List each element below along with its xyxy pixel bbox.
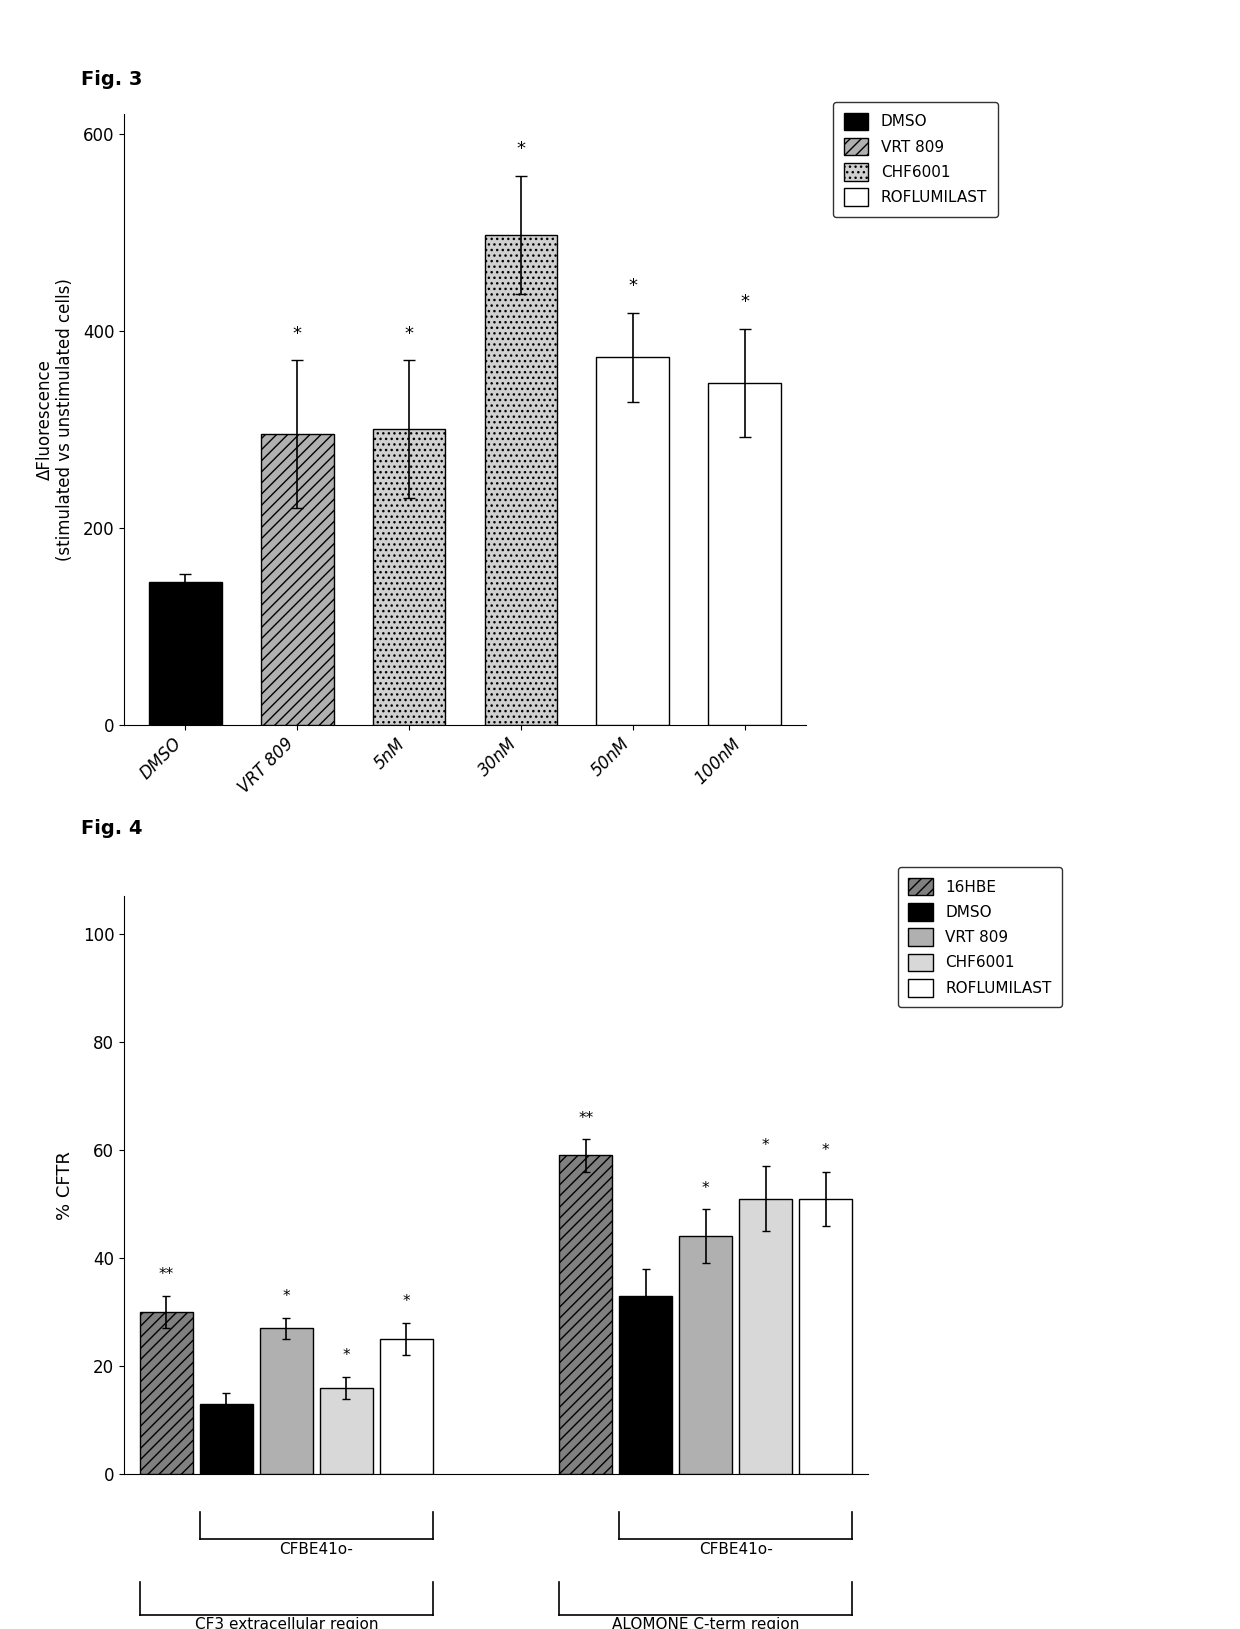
Bar <box>140 1311 193 1474</box>
Bar <box>619 1297 672 1474</box>
Bar <box>799 1199 852 1474</box>
Text: *: * <box>702 1181 709 1196</box>
Text: *: * <box>293 324 301 342</box>
Text: CFBE41o-: CFBE41o- <box>698 1541 773 1557</box>
Text: *: * <box>342 1349 350 1363</box>
Y-axis label: % CFTR: % CFTR <box>56 1150 74 1220</box>
Text: *: * <box>822 1144 830 1158</box>
Bar <box>373 430 445 725</box>
Bar <box>559 1155 613 1474</box>
Bar <box>708 383 781 725</box>
Text: *: * <box>404 324 414 342</box>
Text: **: ** <box>159 1267 174 1282</box>
Bar <box>259 1328 312 1474</box>
Text: *: * <box>516 140 526 158</box>
Text: *: * <box>740 293 749 311</box>
Y-axis label: ΔFluorescence
(stimulated vs unstimulated cells): ΔFluorescence (stimulated vs unstimulate… <box>36 279 74 560</box>
Bar <box>260 435 334 725</box>
Text: CFBE41o-: CFBE41o- <box>279 1541 353 1557</box>
Text: *: * <box>629 277 637 295</box>
Text: *: * <box>402 1295 410 1310</box>
Bar <box>680 1236 733 1474</box>
Bar <box>379 1339 433 1474</box>
Bar <box>200 1404 253 1474</box>
Legend: 16HBE, DMSO, VRT 809, CHF6001, ROFLUMILAST: 16HBE, DMSO, VRT 809, CHF6001, ROFLUMILA… <box>898 867 1063 1007</box>
Text: *: * <box>761 1137 770 1153</box>
Text: **: ** <box>578 1111 594 1126</box>
Text: Fig. 4: Fig. 4 <box>81 819 143 839</box>
Text: ALOMONE C-term region: ALOMONE C-term region <box>613 1618 800 1629</box>
Bar <box>596 357 670 725</box>
Text: Fig. 3: Fig. 3 <box>81 70 141 90</box>
Bar <box>485 235 557 725</box>
Text: CF3 extracellular region: CF3 extracellular region <box>195 1618 378 1629</box>
Bar <box>320 1388 373 1474</box>
Text: *: * <box>283 1289 290 1303</box>
Bar <box>739 1199 792 1474</box>
Legend: DMSO, VRT 809, CHF6001, ROFLUMILAST: DMSO, VRT 809, CHF6001, ROFLUMILAST <box>833 103 998 217</box>
Bar <box>149 582 222 725</box>
